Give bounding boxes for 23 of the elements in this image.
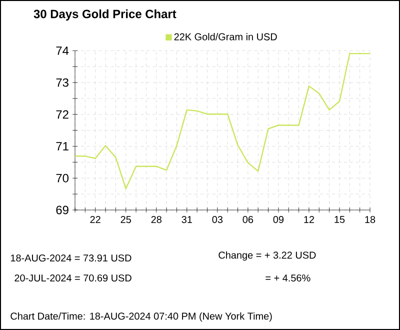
- text: Chart Date/Time: 18-AUG-2024 07:40 PM (New York Time): [10, 312, 272, 322]
- y-tick-label: 73: [56, 78, 68, 87]
- x-tick-label: 09: [273, 216, 284, 224]
- x-tick-label: 22: [90, 216, 100, 223]
- y-tick-label: 69: [56, 206, 68, 214]
- y-tick-label: 72: [56, 110, 68, 119]
- text: Change = + 3.22 USD: [218, 251, 316, 261]
- y-tick-label: 71: [56, 142, 68, 150]
- x-tick-label: 06: [242, 216, 254, 224]
- x-tick-label: 03: [212, 216, 223, 224]
- x-tick-label: 12: [304, 216, 314, 223]
- x-tick-label: 15: [334, 216, 345, 223]
- legend-label: 22K Gold/Gram in USD: [174, 33, 277, 40]
- x-tick-label: 18: [365, 216, 376, 224]
- x-tick-label: 31: [182, 216, 192, 224]
- x-tick-label: 28: [151, 216, 162, 224]
- x-tick-label: 25: [120, 216, 131, 224]
- y-tick-label: 70: [56, 174, 69, 182]
- chart-title: 30 Days Gold Price Chart: [34, 9, 176, 21]
- text: 20-JUL-2024 = 70.69 USD: [14, 274, 132, 282]
- text: = + 4.56%: [266, 274, 310, 282]
- y-tick-label: 74: [56, 46, 69, 55]
- text: 18-AUG-2024 = 73.91 USD: [10, 254, 132, 262]
